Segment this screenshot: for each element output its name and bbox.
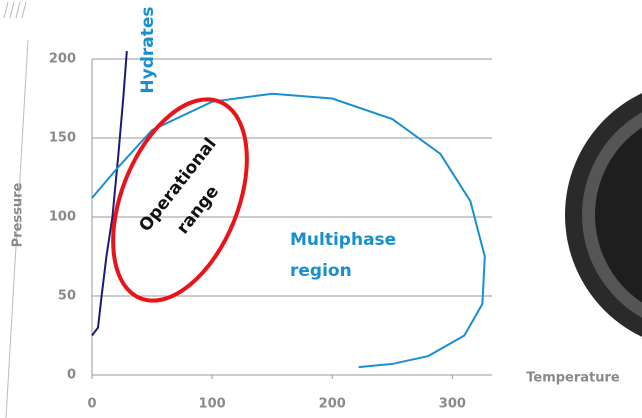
curve bbox=[91, 51, 128, 337]
y-tick-label: 200 bbox=[49, 52, 76, 67]
x-tick-label: 100 bbox=[199, 397, 226, 412]
x-tick-label: 300 bbox=[439, 397, 466, 412]
x-axis-label: Temperature bbox=[526, 371, 620, 386]
deco-line bbox=[21, 1, 27, 19]
y-tick-label: 0 bbox=[67, 368, 76, 383]
x-tick-label: 0 bbox=[87, 397, 96, 412]
y-axis-label: Pressure bbox=[11, 182, 26, 247]
operational-range-outline bbox=[111, 97, 249, 303]
y-tick-label: 100 bbox=[49, 210, 76, 225]
deco-line bbox=[3, 1, 9, 19]
multiphase-label: Multiphase bbox=[290, 230, 396, 250]
plot: 0 50 100 150 200 0 100 200 300 bbox=[49, 51, 492, 412]
photo bbox=[565, 93, 642, 337]
y-tick-label: 50 bbox=[58, 289, 76, 304]
curve bbox=[91, 92, 486, 369]
deco-line bbox=[15, 1, 21, 19]
deco-line bbox=[5, 39, 29, 418]
y-tick-label: 150 bbox=[49, 131, 76, 146]
decoration bbox=[3, 1, 29, 418]
hydrates-label: Hydrates bbox=[138, 6, 158, 93]
deco-line bbox=[9, 1, 15, 19]
photo-core bbox=[595, 127, 642, 303]
x-tick-label: 200 bbox=[319, 397, 346, 412]
region-label: region bbox=[290, 261, 352, 281]
